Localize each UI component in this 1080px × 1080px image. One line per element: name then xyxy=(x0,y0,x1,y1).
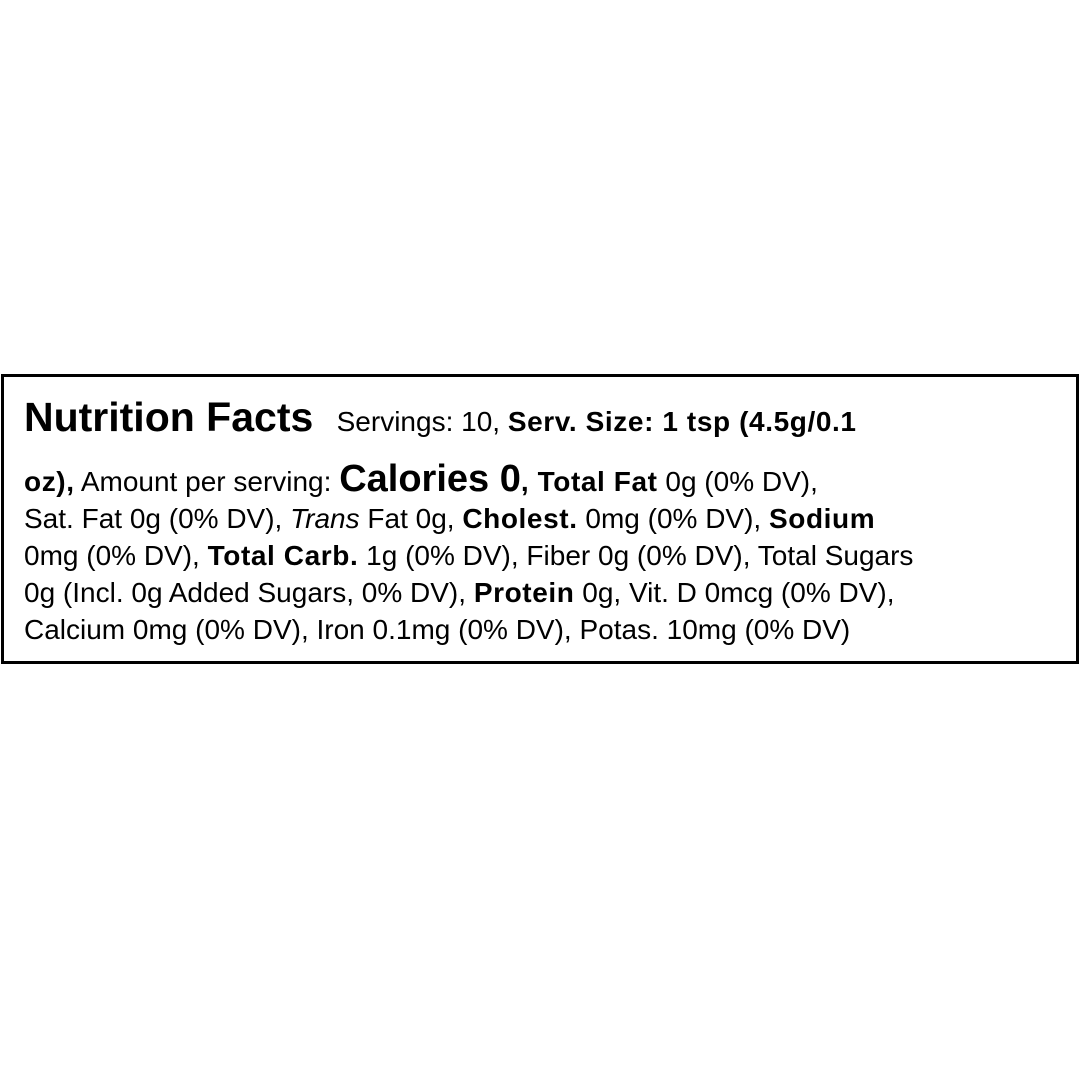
label-text: Protein xyxy=(473,577,575,608)
label-text: 0g (Incl. 0g Added Sugars, 0% DV), xyxy=(24,577,474,608)
calories-value: Calories 0 xyxy=(339,458,521,500)
label-text: oz), xyxy=(24,466,75,497)
label-text: 1g (0% DV), Fiber 0g (0% DV), Total Suga… xyxy=(358,540,914,571)
label-line: oz), Amount per serving: Calories 0, Tot… xyxy=(24,460,818,498)
label-text: Trans xyxy=(290,503,360,534)
label-text: , xyxy=(520,466,538,497)
label-text: Cholest. xyxy=(462,503,578,534)
label-text: Sodium xyxy=(768,503,876,534)
label-line: 0mg (0% DV), Total Carb. 1g (0% DV), Fib… xyxy=(24,542,913,570)
label-text: Serv. Size: 1 tsp (4.5g/0.1 xyxy=(507,406,857,437)
label-text: 0mg (0% DV), xyxy=(24,540,208,571)
label-line: Calcium 0mg (0% DV), Iron 0.1mg (0% DV),… xyxy=(24,616,850,644)
label-text: Servings: 10, xyxy=(313,406,508,437)
nutrition-facts-panel xyxy=(1,374,1079,664)
label-line: Nutrition Facts Servings: 10, Serv. Size… xyxy=(24,397,857,438)
label-text: Amount per serving: xyxy=(74,466,340,497)
label-line: Sat. Fat 0g (0% DV), Trans Fat 0g, Chole… xyxy=(24,505,875,533)
label-text: Total Carb. xyxy=(207,540,359,571)
label-text: Fat 0g, xyxy=(359,503,463,534)
label-text: Calcium 0mg (0% DV), Iron 0.1mg (0% DV),… xyxy=(24,614,851,645)
label-text: 0g, Vit. D 0mcg (0% DV), xyxy=(574,577,895,608)
label-text: 0g (0% DV), xyxy=(657,466,818,497)
label-line: 0g (Incl. 0g Added Sugars, 0% DV), Prote… xyxy=(24,579,895,607)
label-title: Nutrition Facts xyxy=(24,394,314,440)
label-text: 0mg (0% DV), xyxy=(577,503,769,534)
label-text: Total Fat xyxy=(537,466,658,497)
label-text: Sat. Fat 0g (0% DV), xyxy=(24,503,291,534)
